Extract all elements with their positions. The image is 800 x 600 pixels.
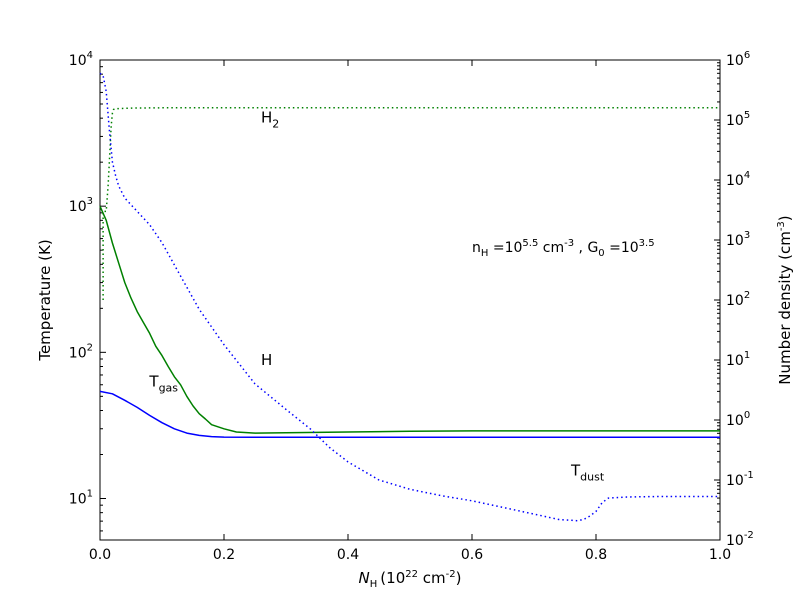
x-axis-label: NH (1022 cm-2) [359,569,462,590]
series-h2-line [102,107,720,300]
y-left-tick-label: 102 [69,342,93,361]
y-right-tick-label: 10-1 [726,470,754,489]
y-right-tick-label: 103 [726,230,750,249]
x-tick-label: 0.0 [89,547,111,563]
x-tick-label: 0.2 [213,547,235,563]
annotation-parameters: nH =105.5 cm-3 , G0 =103.5 [472,238,655,259]
series-tgas-line [99,205,720,434]
y-right-tick-label: 10-2 [726,530,754,549]
y-right-tick-label: 104 [726,170,750,189]
series-label-tdust: Tdust [570,462,605,484]
ticks: 0.0 0.2 0.4 0.6 0.8 1.0 101 102 103 104 10-2 10-1 10… [69,50,754,563]
series [99,72,720,522]
x-tick-label: 0.4 [337,547,359,563]
x-tick-label: 0.6 [461,547,483,563]
series-tdust-line [99,390,720,439]
y-right-tick-label: 105 [726,110,750,129]
series-label-h: H [261,351,272,369]
y-left-axis-label: Temperature (K) [36,239,54,361]
plot-frame [99,59,721,541]
y-left-tick-label: 104 [69,50,93,69]
y-left-tick-label: 103 [69,196,93,215]
y-right-axis-label: Number density (cm-3) [776,215,794,384]
series-h-line [99,72,720,522]
series-label-tgas: Tgas [148,373,178,395]
x-tick-label: 1.0 [709,547,731,563]
x-tick-label: 0.8 [585,547,607,563]
y-right-tick-label: 106 [726,50,750,69]
y-left-tick-label: 101 [69,488,93,507]
series-label-h2: H2 [261,109,279,131]
y-right-tick-label: 101 [726,350,750,369]
y-right-tick-label: 102 [726,290,750,309]
y-right-tick-label: 100 [726,410,750,429]
labels: Tgas Tdust H2 H [148,109,604,484]
